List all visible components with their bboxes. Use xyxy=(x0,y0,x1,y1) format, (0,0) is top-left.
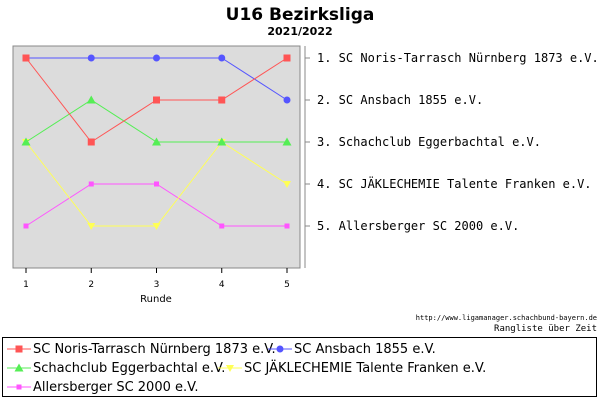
data-point xyxy=(15,345,23,353)
data-point xyxy=(218,96,226,104)
data-point xyxy=(276,345,284,353)
data-point xyxy=(282,137,292,146)
data-point xyxy=(88,181,94,187)
data-point xyxy=(87,138,95,146)
rank-label: 4. SC JÄKLECHEMIE Talente Franken e.V. xyxy=(317,176,592,191)
rank-label: 2. SC Ansbach 1855 e.V. xyxy=(317,93,483,107)
legend-swatch xyxy=(7,363,31,372)
data-point xyxy=(87,54,95,62)
data-point xyxy=(86,95,96,104)
chart-subtitle: 2021/2022 xyxy=(267,25,332,38)
data-point xyxy=(226,365,234,372)
data-point xyxy=(152,223,161,230)
data-point xyxy=(219,223,225,229)
legend-label: SC JÄKLECHEMIE Talente Franken e.V. xyxy=(244,360,487,376)
plot-area xyxy=(12,45,301,269)
data-point xyxy=(283,54,291,62)
data-point xyxy=(152,137,161,146)
legend-swatch xyxy=(7,384,31,390)
series-layer xyxy=(21,54,292,230)
data-point xyxy=(16,384,22,390)
x-axis-label: Runde xyxy=(140,294,172,305)
ranking-labels: 1. SC Noris-Tarrasch Nürnberg 1873 e.V. 2… xyxy=(305,51,599,233)
legend: SC Noris-Tarrasch Nürnberg 1873 e.V. SC A… xyxy=(2,337,597,397)
data-point xyxy=(283,181,291,188)
data-point xyxy=(153,96,160,104)
data-point xyxy=(22,54,30,62)
data-point xyxy=(14,363,24,372)
footer-caption: Rangliste über Zeit xyxy=(494,324,597,334)
legend-item: Schachclub Eggerbachtal e.V. xyxy=(7,359,225,377)
legend-swatch xyxy=(218,365,242,372)
data-point xyxy=(217,137,227,146)
legend-label: SC Noris-Tarrasch Nürnberg 1873 e.V. xyxy=(33,341,276,357)
data-point xyxy=(153,54,160,62)
legend-label: Allersberger SC 2000 e.V. xyxy=(33,379,199,395)
data-point xyxy=(23,223,29,229)
data-point xyxy=(284,223,290,229)
data-point xyxy=(87,223,96,230)
rank-label: 1. SC Noris-Tarrasch Nürnberg 1873 e.V. xyxy=(317,51,599,65)
rank-label: 3. Schachclub Eggerbachtal e.V. xyxy=(317,135,541,149)
data-point xyxy=(283,96,291,104)
x-tick-label: 4 xyxy=(219,280,225,290)
legend-item: SC Noris-Tarrasch Nürnberg 1873 e.V. xyxy=(7,340,276,358)
legend-label: SC Ansbach 1855 e.V. xyxy=(294,341,436,357)
data-point xyxy=(154,181,159,187)
x-tick-label: 5 xyxy=(284,280,290,290)
data-point xyxy=(218,54,226,62)
x-axis: 1 2 3 4 5 xyxy=(23,268,290,290)
legend-swatch xyxy=(7,345,31,353)
chart-title: U16 Bezirksliga xyxy=(226,5,375,25)
rank-label: 5. Allersberger SC 2000 e.V. xyxy=(317,219,519,233)
legend-label: Schachclub Eggerbachtal e.V. xyxy=(33,360,226,376)
legend-item: SC Ansbach 1855 e.V. xyxy=(268,340,436,358)
x-tick-label: 2 xyxy=(88,280,94,290)
footer-url: http://www.ligamanager.schachbund-bayern… xyxy=(416,314,597,322)
x-tick-label: 3 xyxy=(154,280,160,290)
x-tick-label: 1 xyxy=(23,280,29,290)
legend-swatch xyxy=(268,345,292,353)
legend-item: Allersberger SC 2000 e.V. xyxy=(7,378,198,396)
legend-item: SC JÄKLECHEMIE Talente Franken e.V. xyxy=(218,359,486,377)
data-point xyxy=(21,137,31,146)
